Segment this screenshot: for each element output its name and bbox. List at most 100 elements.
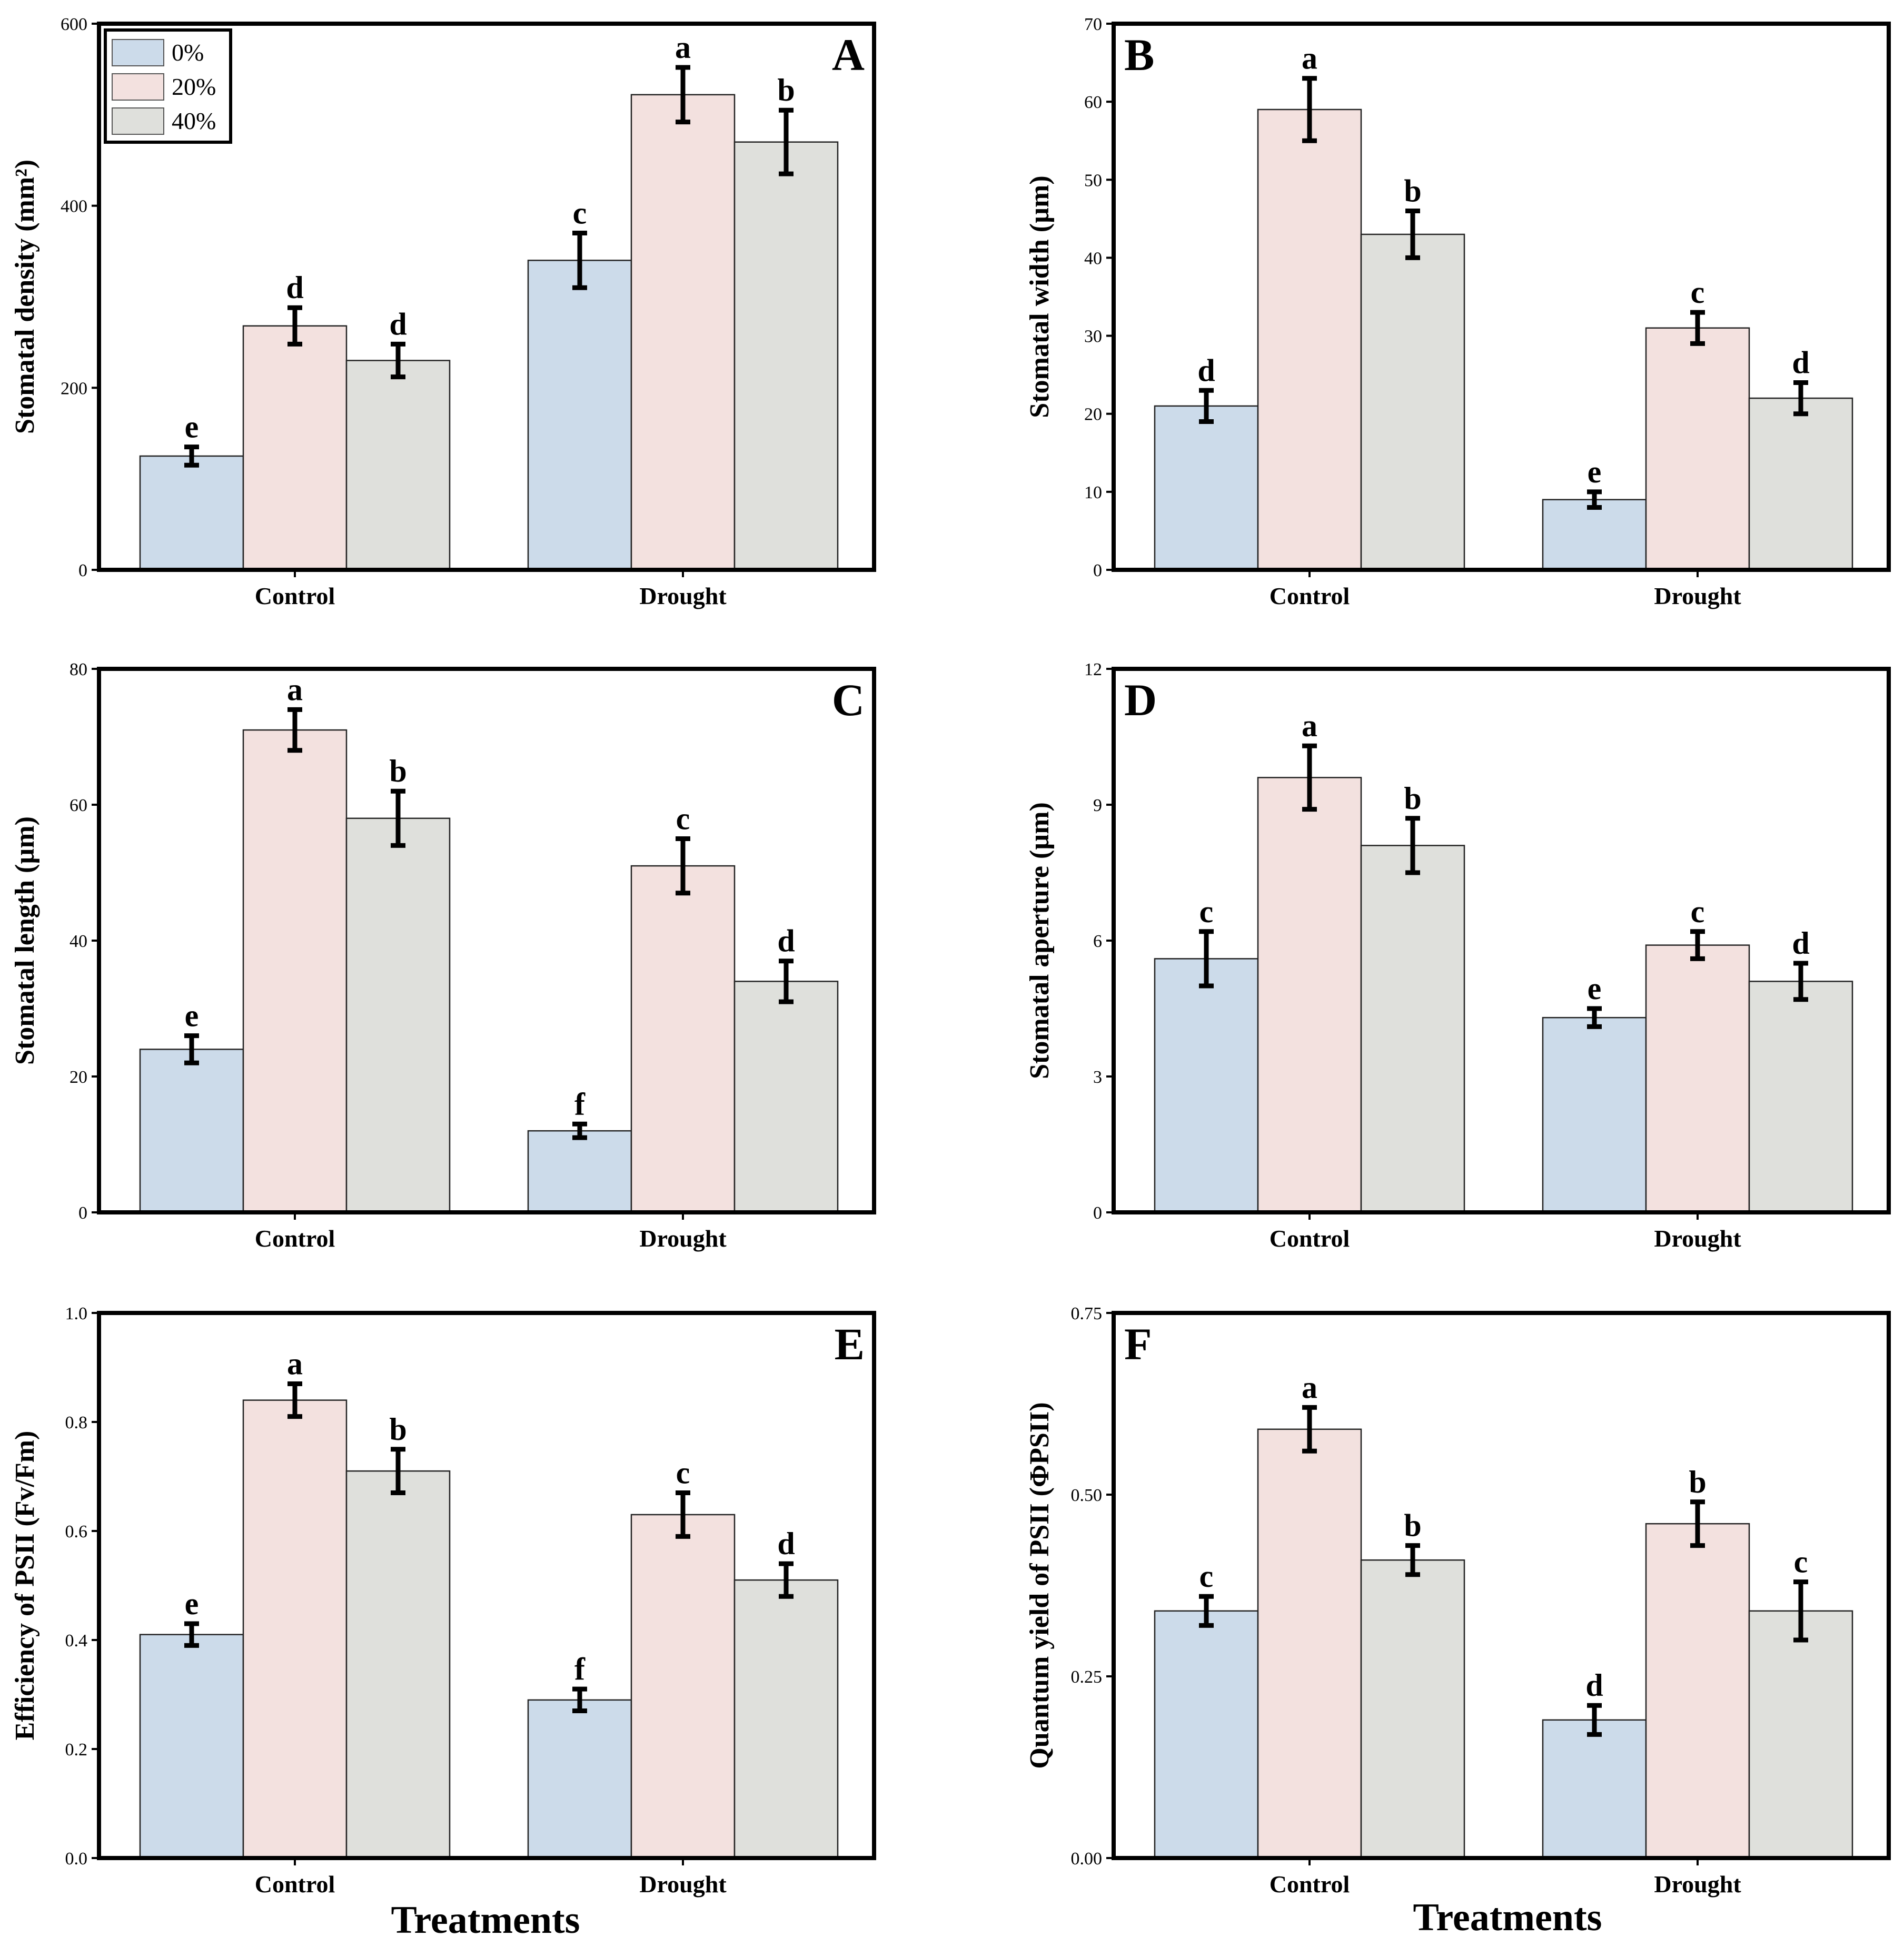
bar-c-control-0pct (139, 1049, 244, 1213)
panel-f: c d a b b c 0.00 0.25 0.50 0.75 Control Drought Quan… (1025, 1304, 1891, 1898)
y-tick-label: 1.0 (65, 1304, 88, 1323)
significance-letter: a (287, 672, 303, 707)
x-category-label: Drought (639, 582, 727, 609)
y-tick-label: 0 (78, 1203, 87, 1223)
error-bar (572, 1686, 587, 1714)
plot-frame (1112, 22, 1891, 572)
significance-letter: d (777, 924, 795, 959)
error-bar (1302, 76, 1317, 143)
y-tick-label: 0 (1093, 1203, 1102, 1223)
error-bar (1405, 816, 1420, 875)
error-bar (287, 707, 302, 753)
significance-letter: b (1404, 781, 1421, 816)
y-tick-label: 40 (1084, 249, 1102, 268)
significance-letter: e (185, 999, 199, 1033)
error-bar (1302, 743, 1317, 812)
significance-letter: a (287, 1347, 303, 1381)
x-category-label: Control (1270, 1871, 1350, 1898)
bar-b-drought-20pct (1645, 327, 1750, 571)
significance-letter: c (573, 196, 587, 231)
bar-e-control-40pct (345, 1470, 451, 1859)
significance-letter: f (574, 1652, 586, 1686)
y-tick-label: 0.4 (65, 1631, 88, 1651)
bar-e-control-0pct (139, 1634, 244, 1859)
y-tick-label: 0.8 (65, 1413, 88, 1433)
error-bar (676, 1490, 690, 1539)
bar-b-control-0pct (1154, 405, 1259, 571)
panel-letter: D (1124, 675, 1157, 725)
bar-f-drought-0pct (1542, 1719, 1647, 1859)
legend-label: 20% (172, 73, 216, 100)
y-tick-label: 0.2 (65, 1740, 88, 1760)
y-tick-label: 12 (1084, 660, 1102, 679)
y-tick-label: 50 (1084, 171, 1102, 190)
legend-swatch (112, 39, 164, 66)
significance-letter: d (1197, 353, 1215, 388)
error-bar (287, 305, 302, 347)
plot-frame (97, 22, 876, 572)
bar-e-drought-0pct (527, 1699, 632, 1859)
panel-letter: F (1124, 1319, 1152, 1369)
y-tick-label: 0.0 (65, 1849, 88, 1869)
significance-letter: c (676, 802, 690, 836)
error-bar (1793, 1579, 1808, 1643)
y-tick-label: 80 (70, 660, 87, 679)
y-tick-label: 20 (70, 1068, 87, 1087)
error-bar (391, 341, 405, 380)
y-tick-label: 9 (1093, 796, 1102, 815)
error-bar (779, 107, 794, 176)
y-axis-label: Stomatal density (mm²) (10, 160, 40, 434)
y-tick-label: 0.75 (1071, 1304, 1103, 1323)
error-bar (676, 836, 690, 896)
plot-frame (97, 1311, 876, 1860)
panel-letter: A (832, 29, 865, 80)
significance-letter: c (1691, 275, 1705, 310)
error-bar (391, 788, 405, 848)
error-bar (1587, 1703, 1602, 1737)
bar-e-drought-20pct (630, 1514, 736, 1859)
x-axis-title: Treatments (1413, 1896, 1602, 1939)
significance-letter: b (389, 1412, 406, 1447)
error-bar (779, 1561, 794, 1599)
significance-letter: e (185, 1586, 199, 1621)
significance-letter: c (1691, 894, 1705, 929)
bar-d-control-40pct (1360, 845, 1465, 1213)
y-tick-label: 20 (1084, 405, 1102, 424)
error-bar (1587, 1006, 1602, 1029)
bar-a-control-20pct (242, 325, 348, 571)
error-bar (1405, 209, 1420, 260)
y-tick-label: 70 (1084, 15, 1102, 34)
significance-letter: b (777, 73, 795, 107)
significance-letter: b (389, 754, 406, 788)
bar-a-drought-0pct (527, 260, 632, 571)
y-tick-label: 30 (1084, 327, 1102, 347)
x-category-label: Control (1270, 1225, 1350, 1252)
y-tick-label: 40 (70, 932, 87, 951)
error-bar (676, 65, 690, 125)
y-tick-label: 6 (1093, 932, 1102, 951)
bar-b-control-40pct (1360, 233, 1465, 571)
significance-letter: d (389, 307, 406, 341)
legend-swatch (112, 73, 164, 101)
y-tick-label: 60 (1084, 93, 1102, 112)
x-category-label: Drought (1654, 1225, 1741, 1252)
bar-b-control-20pct (1257, 108, 1362, 571)
y-tick-label: 0.50 (1071, 1486, 1103, 1505)
bar-a-drought-40pct (733, 141, 839, 571)
error-bar (1199, 929, 1214, 989)
bar-f-control-20pct (1257, 1428, 1362, 1859)
bar-b-drought-40pct (1748, 397, 1853, 571)
significance-letter: d (777, 1526, 795, 1561)
bar-d-control-0pct (1154, 958, 1259, 1213)
error-bar (1199, 1594, 1214, 1628)
panel-c: e f a c b d 0 20 40 60 80 Control Drought Stomatal le… (10, 660, 876, 1252)
x-category-label: Control (255, 1871, 335, 1898)
y-tick-label: 0.00 (1071, 1849, 1103, 1869)
bar-a-drought-20pct (630, 94, 736, 571)
y-tick-label: 0.6 (65, 1522, 88, 1542)
significance-letter: c (676, 1456, 690, 1490)
y-tick-label: 200 (61, 379, 87, 398)
legend-label: 40% (172, 107, 216, 134)
error-bar (572, 231, 587, 290)
x-category-label: Control (1270, 582, 1350, 609)
